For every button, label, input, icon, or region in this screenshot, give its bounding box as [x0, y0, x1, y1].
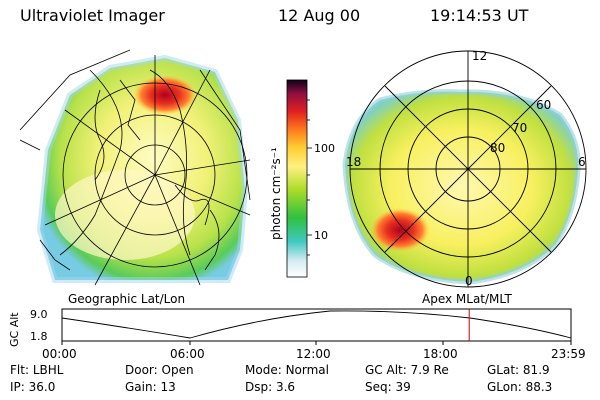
left-caption: Geographic Lat/Lon	[68, 292, 185, 306]
apex-polar-plot	[342, 50, 587, 288]
mlt-label-12: 12	[472, 49, 487, 63]
mlt-label-18: 18	[346, 155, 361, 169]
altitude-xtick-4: 23:59	[551, 347, 586, 361]
date-label: 12 Aug 00	[278, 6, 361, 25]
altitude-ylabel: GC Alt	[8, 312, 21, 347]
info-glon: GLon: 88.3	[487, 380, 553, 394]
altitude-ytick-high: 9.0	[30, 308, 48, 321]
altitude-xtick-1: 06:00	[170, 347, 205, 361]
altitude-ytick-low: 1.8	[30, 330, 48, 343]
colorbar-tick-10: 10	[314, 229, 328, 242]
mlt-label-6: 6	[578, 155, 586, 169]
info-mode: Mode: Normal	[245, 363, 329, 377]
altitude-xtick-3: 18:00	[423, 347, 458, 361]
info-dsp: Dsp: 3.6	[245, 380, 296, 394]
color-bar	[286, 79, 312, 278]
geographic-map	[19, 49, 251, 286]
mlat-label-60: 60	[536, 98, 551, 112]
mlt-label-0: 0	[465, 274, 473, 288]
info-gain: Gain: 13	[125, 380, 176, 394]
right-caption: Apex MLat/MLT	[422, 292, 512, 306]
colorbar-unit-label: photon cm⁻²s⁻¹	[269, 147, 283, 240]
mlat-label-80: 80	[490, 141, 505, 155]
info-seq: Seq: 39	[365, 380, 411, 394]
info-glat: GLat: 81.9	[487, 363, 550, 377]
info-flt: Flt: LBHL	[10, 363, 64, 377]
altitude-plot	[61, 308, 572, 345]
altitude-xtick-2: 12:00	[296, 347, 331, 361]
mlat-label-70: 70	[512, 121, 527, 135]
info-gc-alt: GC Alt: 7.9 Re	[365, 363, 449, 377]
altitude-xtick-0: 00:00	[42, 347, 77, 361]
colorbar-tick-100: 100	[314, 142, 335, 155]
time-label: 19:14:53 UT	[430, 6, 529, 25]
app-title: Ultraviolet Imager	[20, 6, 165, 25]
info-ip: IP: 36.0	[10, 380, 56, 394]
info-door: Door: Open	[125, 363, 194, 377]
